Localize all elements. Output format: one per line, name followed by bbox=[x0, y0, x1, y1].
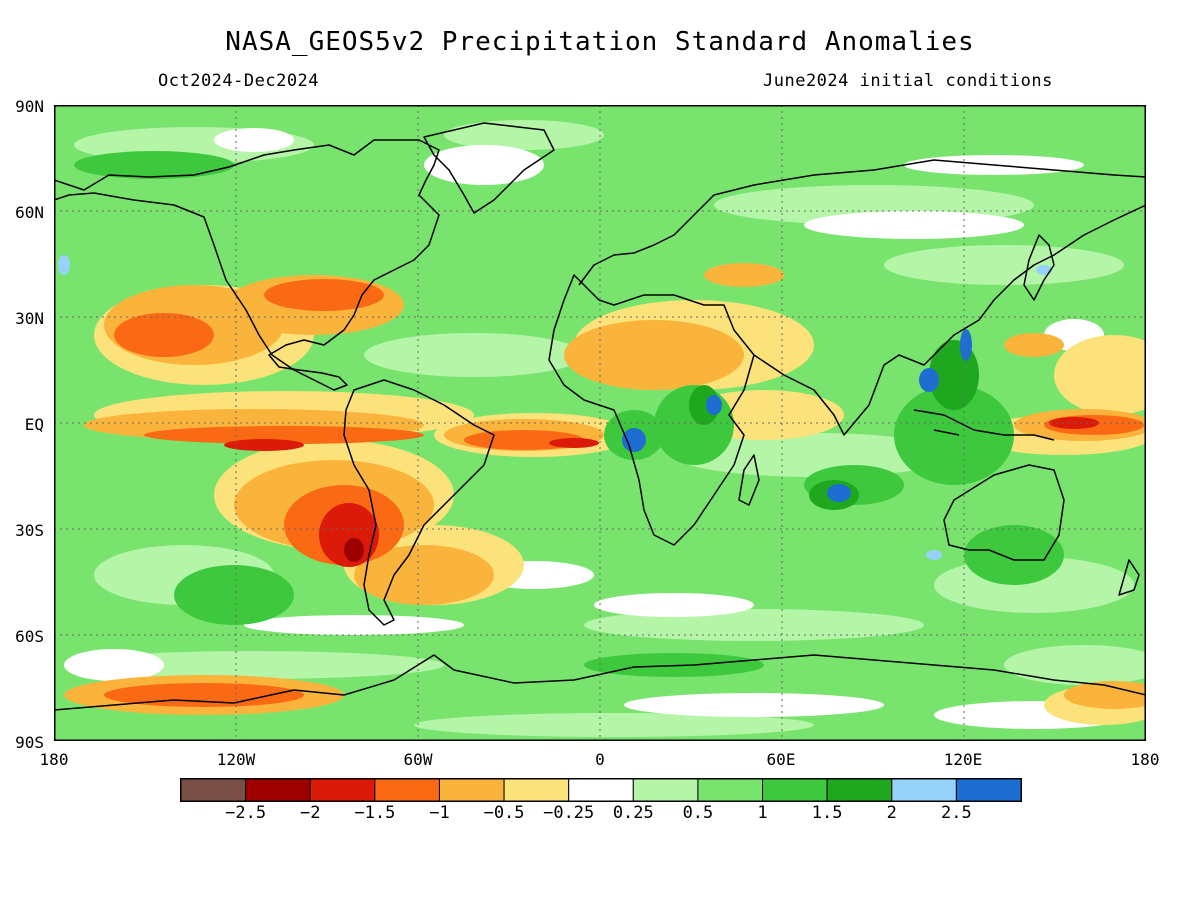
colorbar-swatch-5 bbox=[503, 778, 570, 802]
colorbar-swatch-3 bbox=[374, 778, 440, 802]
colorbar-label-8: 1 bbox=[757, 803, 768, 823]
asia-coastline bbox=[753, 204, 1146, 436]
indonesia-coastline bbox=[913, 409, 1055, 441]
colorbar-swatch-1 bbox=[245, 778, 311, 802]
lat-label-30s: 30S bbox=[15, 521, 44, 540]
colorbar-swatch-11 bbox=[891, 778, 957, 802]
lon-label-0: 0 bbox=[595, 750, 605, 769]
lat-label-eq: EQ bbox=[24, 415, 44, 434]
forecast-period: Oct2024-Dec2024 bbox=[158, 71, 320, 91]
africa-coastline bbox=[548, 274, 755, 546]
colorbar-label-9: 1.5 bbox=[811, 803, 843, 823]
lon-label-120w: 120W bbox=[216, 750, 256, 769]
colorbar-label-1: −2 bbox=[299, 803, 321, 823]
lon-label-180w: 180 bbox=[39, 750, 69, 769]
lat-label-90n: 90N bbox=[15, 97, 44, 116]
colorbar bbox=[180, 778, 1022, 802]
colorbar-label-4: −0.5 bbox=[483, 803, 525, 823]
colorbar-swatch-12 bbox=[955, 778, 1022, 802]
australia-coastline bbox=[943, 464, 1065, 561]
colorbar-swatch-6 bbox=[568, 778, 634, 802]
map-frame bbox=[54, 105, 1146, 741]
colorbar-label-11: 2.5 bbox=[941, 803, 972, 823]
colorbar-label-10: 2 bbox=[886, 803, 897, 823]
colorbar-swatch-7 bbox=[632, 778, 699, 802]
lat-label-60s: 60S bbox=[15, 627, 44, 646]
europe-africa-coastline bbox=[578, 159, 1146, 286]
lat-label-90s: 90S bbox=[15, 733, 44, 752]
colorbar-label-0: −2.5 bbox=[225, 803, 267, 823]
colorbar-swatch-8 bbox=[697, 778, 764, 802]
colorbar-swatch-4 bbox=[438, 778, 505, 802]
japan-coastline bbox=[1023, 234, 1055, 301]
colorbar-label-2: −1.5 bbox=[354, 803, 396, 823]
initial-conditions: June2024 initial conditions bbox=[763, 71, 1053, 91]
lon-label-180e: 180 bbox=[1130, 750, 1160, 769]
colorbar-label-6: 0.25 bbox=[612, 803, 654, 823]
lon-label-60e: 60E bbox=[766, 750, 796, 769]
colorbar-label-7: 0.5 bbox=[682, 803, 714, 823]
colorbar-swatch-2 bbox=[309, 778, 376, 802]
anomaly-field bbox=[58, 120, 1146, 737]
new-zealand-coastline bbox=[1118, 559, 1140, 596]
colorbar-label-5: −0.25 bbox=[543, 803, 595, 823]
greenland-coastline bbox=[423, 122, 555, 214]
north-america-coastline bbox=[54, 139, 440, 391]
antarctica-coastline bbox=[54, 654, 1146, 711]
madagascar-coastline bbox=[738, 454, 760, 506]
lat-label-60n: 60N bbox=[15, 203, 44, 222]
colorbar-swatch-0 bbox=[180, 778, 247, 802]
colorbar-swatch-10 bbox=[826, 778, 893, 802]
lon-label-60w: 60W bbox=[403, 750, 433, 769]
graticule bbox=[54, 105, 1146, 741]
lat-label-30n: 30N bbox=[15, 309, 44, 328]
south-america-coastline bbox=[343, 379, 495, 626]
lon-label-120e: 120E bbox=[943, 750, 983, 769]
colorbar-label-3: −1 bbox=[429, 803, 450, 823]
colorbar-swatch-9 bbox=[762, 778, 828, 802]
anomaly-map bbox=[54, 105, 1146, 741]
coastlines bbox=[54, 122, 1146, 711]
map-title: NASA_GEOS5v2 Precipitation Standard Anom… bbox=[225, 27, 975, 57]
